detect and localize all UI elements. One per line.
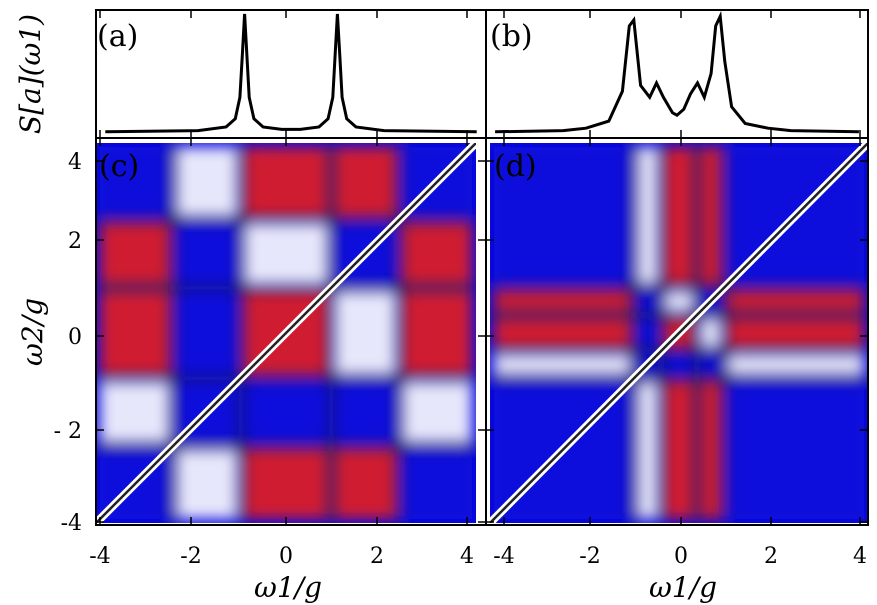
panel-label-d: (d) [494,149,537,184]
y-tick-label: 0 [68,325,82,350]
heatmap-diagonal-core [490,143,868,523]
heatmap-peak-column [719,143,729,523]
heatmap-block [494,147,630,284]
heatmap-block [100,382,169,443]
y-axis-label: ω2/g [16,298,49,366]
x-tick-label: 2 [764,544,778,569]
x-tick-label: -4 [89,544,110,569]
x-tick-label: -2 [180,544,201,569]
y-tick-labels: 4 2 0 - 2 -4 [54,150,82,536]
x-tick-label: -2 [579,544,600,569]
heatmap-peak-row [96,441,476,452]
heatmap-block [100,147,169,216]
y-tick-label: 2 [68,229,82,254]
heatmap-block [244,223,328,284]
heatmap-block [728,318,864,348]
heatmap-peak-row [490,309,868,320]
heatmap-block [494,318,630,348]
panel-label-b: (b) [490,19,533,54]
heatmap-block [176,291,237,375]
heatmap-block [494,291,630,311]
y-axis-label-spectrum: S[a](ω1) [14,14,47,134]
heatmap-c [96,143,476,523]
heatmap-block [701,318,720,348]
x-tick-label: 0 [279,544,293,569]
heatmap-block [638,147,657,284]
heatmap-block [335,291,396,375]
heatmap-block [665,147,693,284]
heatmap-block [176,450,237,519]
spectrum-line-a [105,13,477,134]
axis-ticks [96,10,868,525]
heatmap-peak-row [490,346,868,357]
heatmap-block [701,355,720,375]
heatmap-peak-row [490,373,868,384]
heatmap-peak-row [96,373,476,384]
heatmap-block [335,382,396,443]
x-tick-labels-right: -4 -2 0 2 4 [493,544,867,569]
x-tick-label: 2 [370,544,384,569]
x-tick-label: 4 [460,544,474,569]
heatmap-block [665,355,693,375]
x-tick-label: 4 [853,544,867,569]
heatmap-block [100,223,169,284]
heatmap-block [403,382,472,443]
heatmap-block [244,382,328,443]
heatmap-block [403,450,472,519]
heatmap-block [701,147,720,284]
x-axis-label-left: ω1/g [254,571,322,604]
heatmap-block [403,223,472,284]
heatmap-block [176,223,237,284]
x-tick-label: 0 [674,544,688,569]
y-tick-label: - 2 [54,419,82,444]
heatmap-peak-row [490,282,868,293]
heatmap-block [244,450,328,519]
heatmap-block [244,147,328,216]
plot-frame-outer [95,9,869,526]
panel-label-a: (a) [97,19,138,54]
heatmap-peak-column [656,143,666,523]
heatmap-block [728,291,864,311]
heatmap-block [335,147,396,216]
heatmap-diagonal-core [96,143,476,523]
heatmap-block [665,382,693,519]
spectrum-line-b [495,10,859,134]
panel-label-c: (c) [99,149,139,184]
heatmap-peak-column [394,143,405,523]
heatmap-block [638,318,657,348]
heatmap-peak-row [96,214,476,225]
heatmap-block [638,291,657,311]
heatmap-block [665,291,693,311]
heatmap-peak-column [235,143,246,523]
heatmap-peak-column [326,143,337,523]
heatmap-d [490,143,868,523]
heatmap-block [701,382,720,519]
y-tick-label: -4 [61,511,82,536]
heatmap-peak-column [629,143,639,523]
heatmap-block [494,355,630,375]
heatmap-peak-column [167,143,178,523]
heatmap-block [728,382,864,519]
x-tick-labels-left: -4 -2 0 2 4 [89,544,474,569]
y-tick-label: 4 [68,150,82,175]
heatmap-block [403,291,472,375]
heatmap-block [638,382,657,519]
heatmap-block [728,355,864,375]
heatmap-block [335,450,396,519]
x-axis-label-right: ω1/g [649,571,717,604]
heatmap-peak-column [692,143,702,523]
heatmap-peak-row [96,282,476,293]
x-tick-label: -4 [493,544,514,569]
heatmap-block [176,147,237,216]
heatmap-block [100,291,169,375]
